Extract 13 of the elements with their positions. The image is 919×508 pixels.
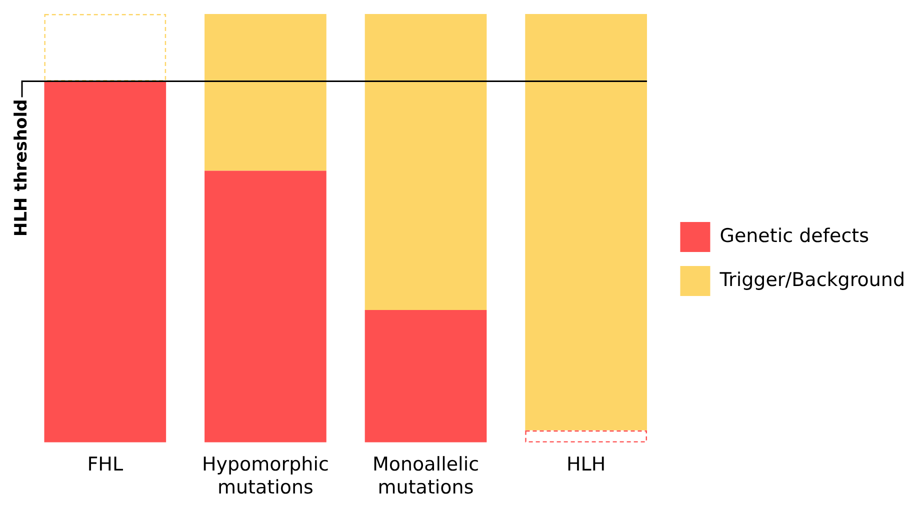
- ref-line-label: HLH threshold: [11, 99, 32, 237]
- bar: [204, 14, 326, 171]
- bar: [364, 310, 487, 442]
- x-tick-label: Hypomorphic mutations: [202, 454, 329, 499]
- bar: [204, 170, 326, 442]
- legend-label: Genetic defects: [720, 224, 870, 247]
- legend-label: Trigger/Background: [718, 268, 906, 291]
- bar: [525, 14, 647, 430]
- bar: [364, 14, 487, 310]
- x-tick-label: HLH: [566, 454, 606, 476]
- bar: [44, 81, 166, 442]
- x-tick-label: Monoallelic mutations: [372, 454, 480, 499]
- x-tick-label: FHL: [87, 454, 124, 476]
